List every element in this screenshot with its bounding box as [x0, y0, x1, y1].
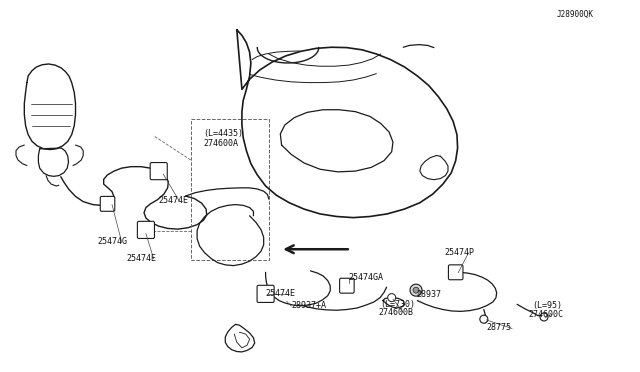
Circle shape — [413, 287, 419, 293]
FancyBboxPatch shape — [138, 221, 154, 238]
Text: 25474E: 25474E — [266, 289, 296, 298]
Text: 274600C: 274600C — [528, 310, 563, 319]
Text: (L=4435): (L=4435) — [204, 129, 244, 138]
Text: 28937: 28937 — [416, 291, 441, 299]
Text: 25474E: 25474E — [159, 196, 189, 205]
FancyBboxPatch shape — [150, 163, 167, 180]
FancyBboxPatch shape — [340, 278, 354, 293]
Text: (L=95): (L=95) — [532, 301, 563, 310]
Circle shape — [540, 313, 548, 321]
Text: 28775: 28775 — [486, 323, 511, 332]
Circle shape — [480, 315, 488, 323]
Text: 274600A: 274600A — [204, 139, 239, 148]
Circle shape — [410, 284, 422, 296]
Text: J28900QK: J28900QK — [557, 10, 594, 19]
Text: 25474E: 25474E — [127, 254, 157, 263]
Text: 28937+A: 28937+A — [291, 301, 326, 310]
Text: (L=730): (L=730) — [380, 300, 415, 309]
FancyBboxPatch shape — [100, 196, 115, 211]
Text: 274600B: 274600B — [379, 308, 414, 317]
FancyBboxPatch shape — [257, 285, 274, 302]
FancyBboxPatch shape — [449, 265, 463, 280]
Circle shape — [388, 294, 396, 302]
Text: 25474GA: 25474GA — [349, 273, 384, 282]
Text: 25474G: 25474G — [97, 237, 127, 246]
Text: 25474P: 25474P — [444, 248, 474, 257]
